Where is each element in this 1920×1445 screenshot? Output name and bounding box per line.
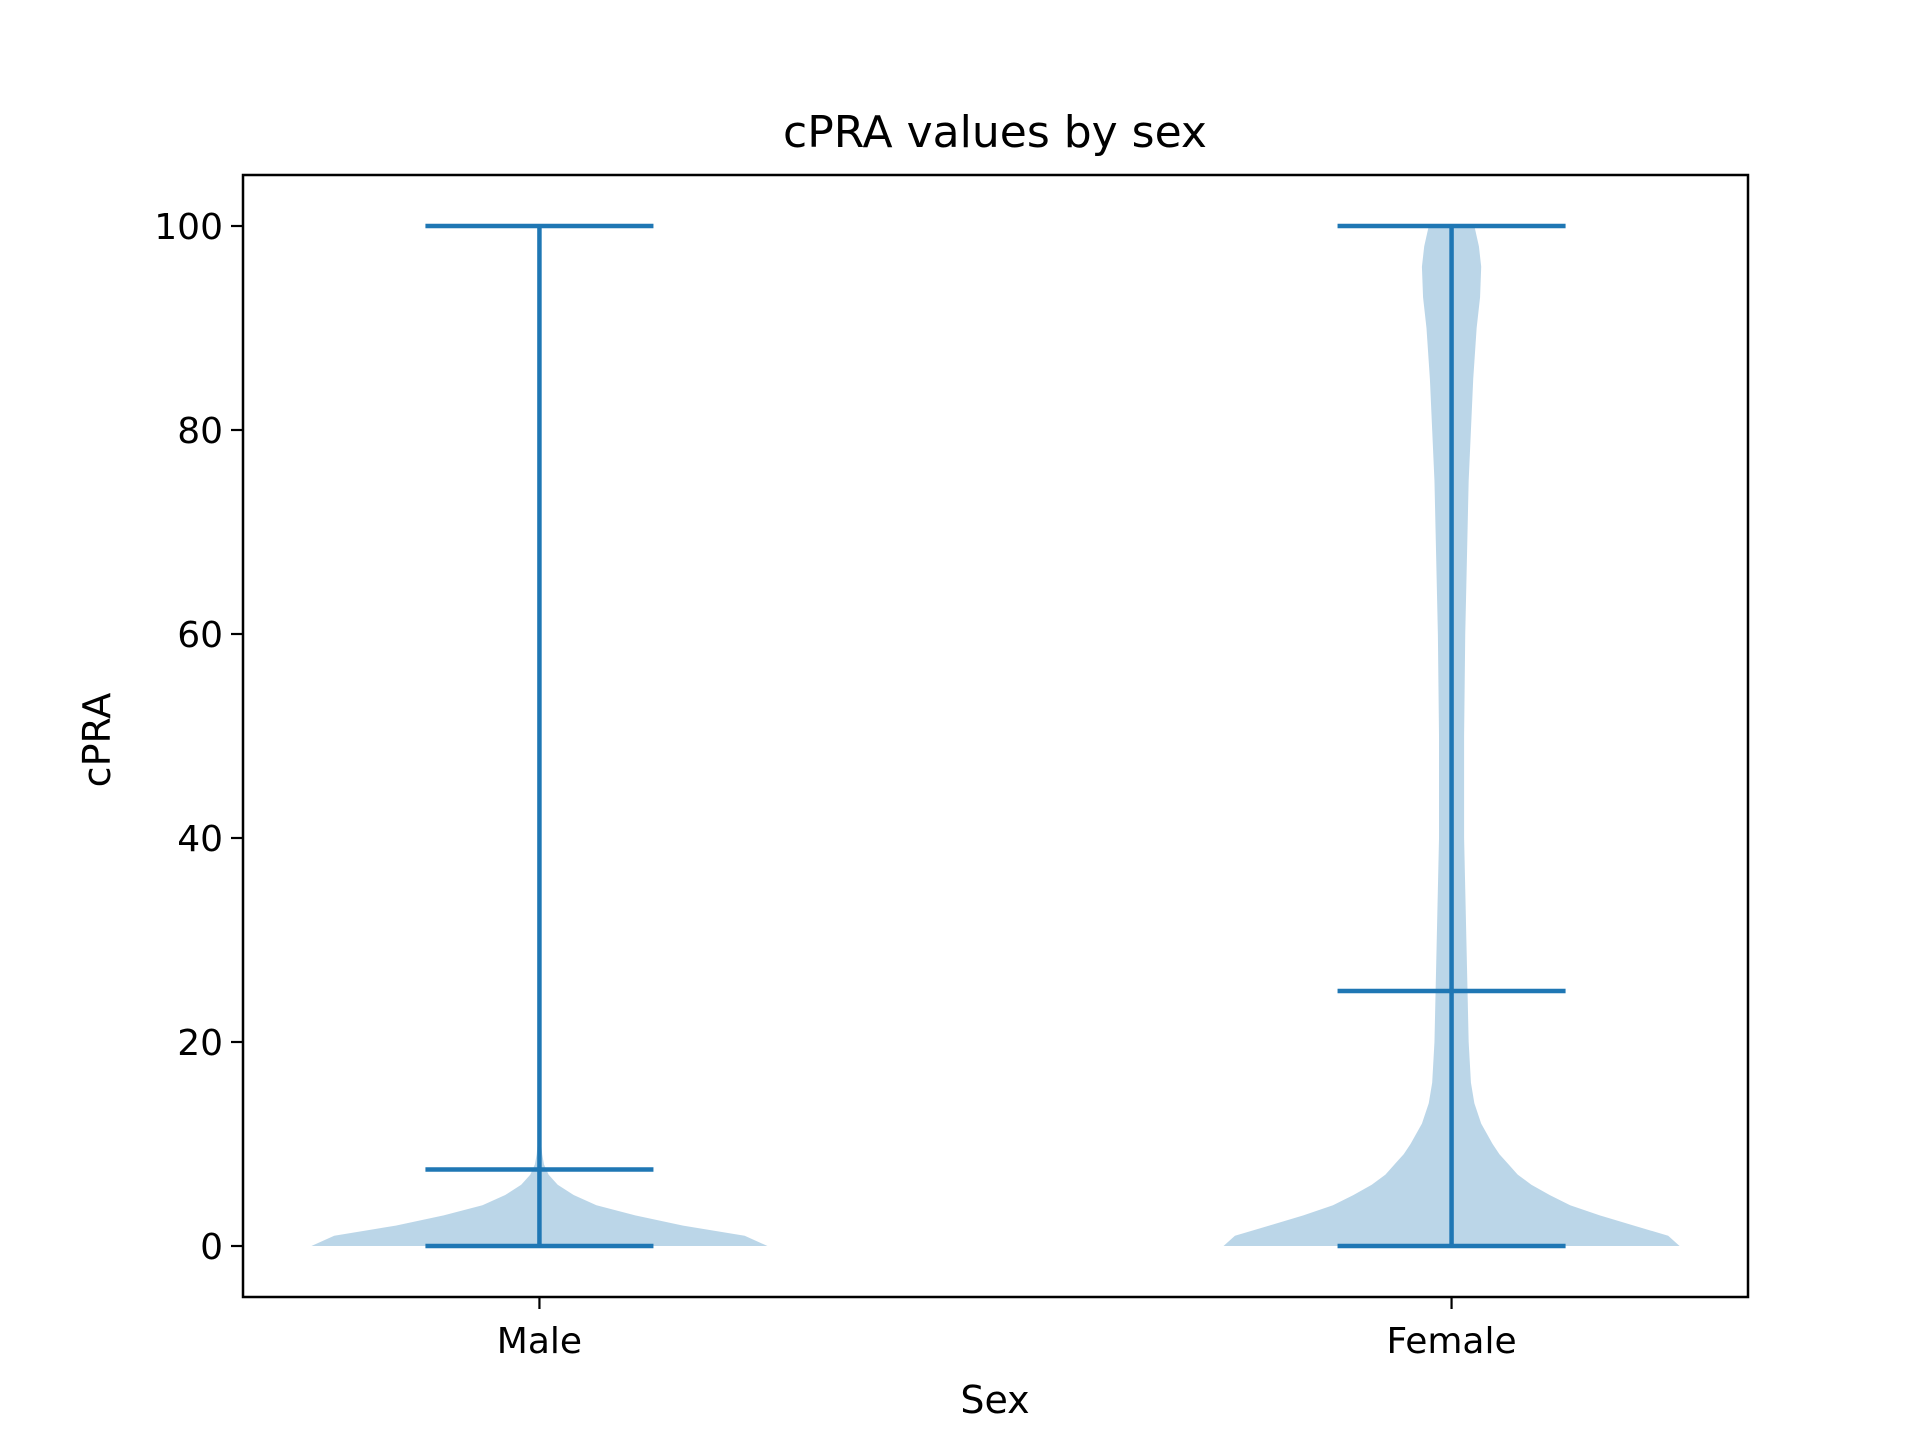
chart-title: cPRA values by sex [783, 107, 1207, 158]
y-tick-label: 80 [177, 411, 223, 452]
x-tick-label: Male [497, 1321, 582, 1362]
y-tick-label: 20 [177, 1023, 223, 1064]
y-tick-label: 40 [177, 819, 223, 860]
plot-area: 0 20 40 60 80 100 Male Female [154, 173, 1750, 1362]
plot-frame [241, 173, 1750, 1299]
x-axis-label: Sex [960, 1378, 1029, 1422]
y-axis-label: cPRA [75, 693, 119, 788]
x-tick-label: Female [1386, 1321, 1516, 1362]
y-tick-label: 0 [200, 1227, 223, 1268]
y-tick-label: 60 [177, 615, 223, 656]
y-tick-label: 100 [154, 207, 223, 248]
